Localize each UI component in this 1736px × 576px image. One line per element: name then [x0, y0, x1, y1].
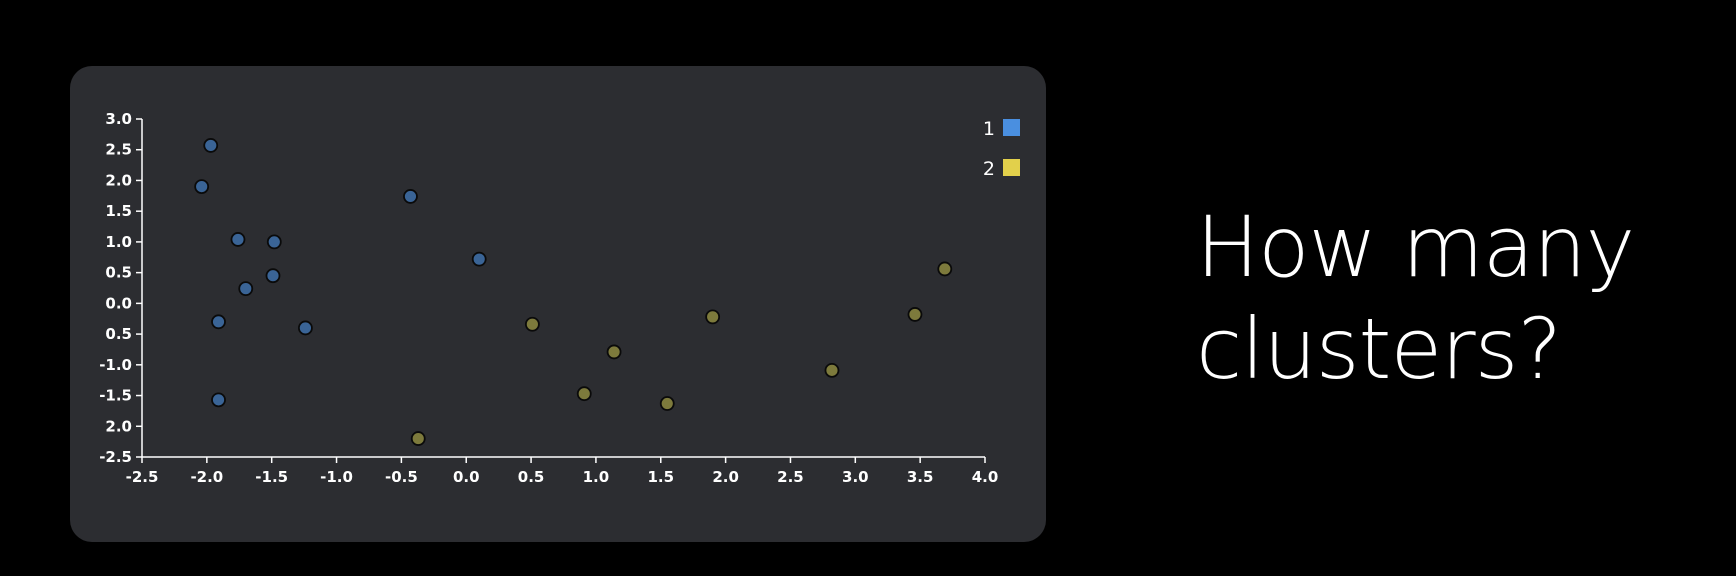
question-line-2: clusters? — [1196, 300, 1562, 398]
y-tick-label: 3.0 — [105, 110, 132, 128]
series-2-point — [937, 261, 953, 277]
legend-label-1: 1 — [983, 118, 995, 140]
data-points — [194, 138, 953, 446]
series-2-point — [524, 316, 540, 332]
y-tick-label: 0.5 — [105, 325, 132, 343]
series-1-point — [230, 232, 246, 247]
x-tick-label: 2.5 — [777, 468, 804, 486]
x-tick-label: 1.5 — [647, 468, 674, 486]
y-tick-label: 2.5 — [105, 141, 132, 159]
x-tick-label: 0.5 — [518, 468, 545, 486]
axes: -2.5 -2.0 -1.5 -1.0 -0.5 0.0 0.5 1.0 1.5 2.0 2.5 3.… — [99, 110, 998, 486]
x-tick-label: 3.5 — [907, 468, 934, 486]
y-tick-label: 0.5 — [105, 264, 132, 282]
legend-swatch-1 — [1003, 119, 1020, 136]
series-2-point — [606, 344, 622, 360]
series-1-point — [211, 392, 226, 408]
series-1-point — [298, 320, 313, 336]
series-1-point — [194, 179, 210, 194]
scatter-chart: -2.5 -2.0 -1.5 -1.0 -0.5 0.0 0.5 1.0 1.5 2.0 2.5 3.… — [99, 110, 1020, 486]
y-tick-label: 1.0 — [105, 233, 132, 251]
x-tick-label: -1.5 — [255, 468, 288, 486]
y-tick-label: -1.0 — [99, 356, 132, 374]
x-tick-label: 0.0 — [453, 468, 480, 486]
x-tick-label: 3.0 — [842, 468, 869, 486]
series-2-point — [659, 396, 675, 411]
question-line-1: How many — [1196, 198, 1635, 296]
chart-panel: -2.5 -2.0 -1.5 -1.0 -0.5 0.0 0.5 1.0 1.5 2.0 2.5 3.… — [70, 66, 1046, 542]
x-tick-label: -1.0 — [320, 468, 353, 486]
series-1-point — [471, 251, 487, 267]
y-tick-label: 2.0 — [105, 417, 132, 435]
x-tick-label: -2.0 — [190, 468, 223, 486]
series-1-point — [403, 189, 418, 204]
series-1-point — [265, 268, 281, 284]
series-1-point — [238, 281, 254, 297]
series-2-point — [576, 386, 592, 402]
x-tick-label: 4.0 — [972, 468, 999, 486]
series-2-point — [410, 431, 426, 446]
series-2-point — [907, 307, 923, 322]
series-1-point — [211, 314, 226, 330]
x-tick-label: -2.5 — [126, 468, 159, 486]
series-1-point — [266, 234, 282, 250]
y-tick-label: 0.0 — [105, 294, 132, 312]
y-tick-label: -2.5 — [99, 448, 132, 466]
question-heading: How many clusters? — [1196, 196, 1716, 400]
series-2-point — [705, 309, 721, 325]
series-1-point — [203, 138, 219, 153]
x-tick-label: -0.5 — [385, 468, 418, 486]
legend-label-2: 2 — [983, 158, 995, 180]
x-tick-label: 1.0 — [583, 468, 610, 486]
y-tick-label: 1.5 — [105, 202, 132, 220]
legend: 12 — [983, 118, 1020, 180]
y-tick-label: 2.0 — [105, 171, 132, 189]
y-tick-label: -1.5 — [99, 387, 132, 405]
x-tick-label: 2.0 — [712, 468, 739, 486]
legend-swatch-2 — [1003, 159, 1020, 176]
series-2-point — [824, 362, 840, 378]
